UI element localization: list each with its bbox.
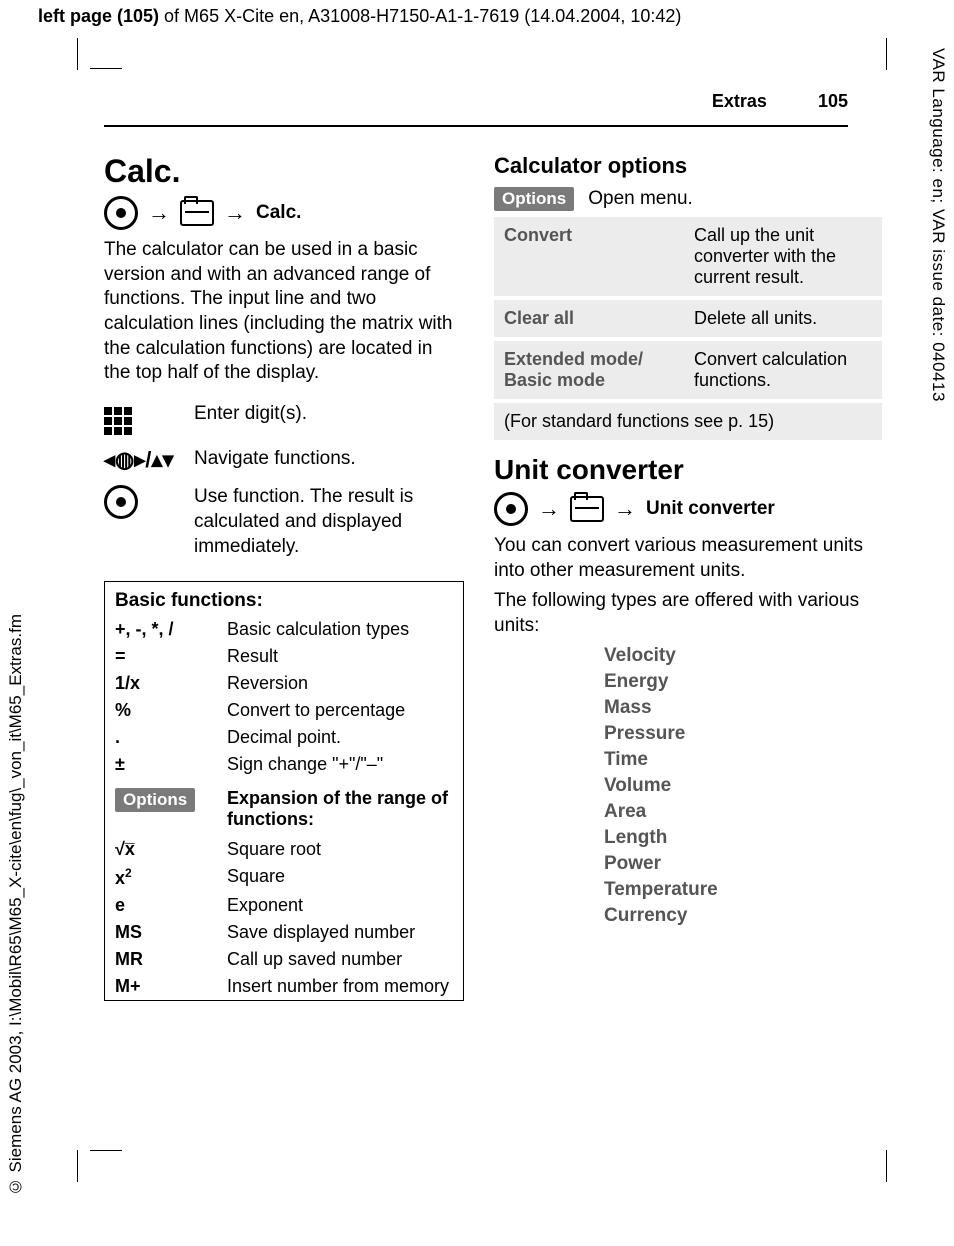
fn-key: MS (105, 919, 217, 946)
center-key-icon (494, 492, 528, 526)
unit-desc-2: The following types are offered with var… (494, 589, 882, 638)
fn-desc: Insert number from memory (217, 973, 463, 1000)
nav-path-unit: → → Unit converter (494, 492, 882, 526)
calc-description: The calculator can be used in a basic ve… (104, 238, 464, 386)
fn-desc: Square root (217, 836, 463, 863)
opt-desc: Convert calculation functions. (684, 339, 882, 399)
opt-desc: Delete all units. (684, 298, 882, 339)
opt-desc: Call up the unit converter with the curr… (684, 217, 882, 298)
fn-key: ± (105, 751, 217, 778)
fn-desc: Basic calculation types (217, 616, 463, 643)
options-desc: Expansion of the range of functions: (217, 778, 463, 836)
fn-key: % (105, 697, 217, 724)
unit-desc-1: You can convert various measurement unit… (494, 534, 882, 583)
nav-label: Calc. (256, 202, 301, 224)
options-pill-cell: Options (105, 778, 217, 836)
options-open-desc: Open menu. (588, 188, 693, 210)
crop-mark (90, 68, 122, 69)
fn-key: +, -, *, / (105, 616, 217, 643)
step-text: Enter digit(s). (194, 396, 464, 441)
step-text: Use function. The result is calculated a… (194, 479, 464, 565)
fn-key: M+ (105, 973, 217, 1000)
basic-functions-box: Basic functions: +, -, *, /Basic calcula… (104, 581, 464, 1001)
folder-icon (570, 496, 604, 522)
fn-desc: Square (217, 863, 463, 892)
center-key-icon (104, 485, 138, 519)
unit-type: Power (604, 853, 882, 875)
unit-type: Mass (604, 697, 882, 719)
center-key-icon (104, 196, 138, 230)
arrow-icon: → (538, 496, 560, 522)
running-head: Extras 105 (712, 91, 848, 112)
unit-type-list: Velocity Energy Mass Pressure Time Volum… (604, 645, 882, 927)
fn-desc: Exponent (217, 892, 463, 919)
dpad-icon: ◂◍▸/▴▾ (104, 447, 173, 473)
options-softkey: Options (115, 788, 195, 812)
left-column: Calc. → → Calc. The calculator can be us… (104, 153, 464, 1001)
fn-key: . (105, 724, 217, 751)
side-text-right: VAR Language: en; VAR issue date: 040413 (928, 48, 948, 402)
options-open-row: Options Open menu. (494, 187, 882, 211)
fn-desc: Convert to percentage (217, 697, 463, 724)
header-rest: of M65 X-Cite en, A31008-H7150-A1-1-7619… (159, 6, 681, 26)
unit-type: Time (604, 749, 882, 771)
unit-type: Velocity (604, 645, 882, 667)
heading-unit-converter: Unit converter (494, 454, 882, 486)
crop-mark (886, 38, 887, 70)
right-column: Calculator options Options Open menu. Co… (494, 153, 882, 1001)
fn-desc: Call up saved number (217, 946, 463, 973)
opt-key: Convert (494, 217, 684, 298)
folder-icon (180, 200, 214, 226)
arrow-icon: → (224, 200, 246, 226)
crop-mark (77, 38, 78, 70)
fn-key: e (105, 892, 217, 919)
rule (104, 125, 848, 127)
box-title: Basic functions: (105, 582, 463, 616)
heading-calc: Calc. (104, 153, 464, 190)
crop-mark (77, 1150, 78, 1182)
standard-functions-note: (For standard functions see p. 15) (494, 403, 882, 440)
unit-type: Temperature (604, 879, 882, 901)
fn-desc: Save displayed number (217, 919, 463, 946)
fn-key: x2 (105, 863, 217, 892)
unit-type: Volume (604, 775, 882, 797)
unit-type: Currency (604, 905, 882, 927)
fn-desc: Sign change "+"/"–" (217, 751, 463, 778)
page: left page (105) of M65 X-Cite en, A31008… (0, 0, 954, 1246)
nav-path-calc: → → Calc. (104, 196, 464, 230)
arrow-icon: → (614, 496, 636, 522)
unit-type: Pressure (604, 723, 882, 745)
step-text: Navigate functions. (194, 441, 464, 479)
fn-desc: Decimal point. (217, 724, 463, 751)
unit-type: Length (604, 827, 882, 849)
side-text-left: © Siemens AG 2003, I:\Mobil\R65\M65_X-ci… (6, 614, 26, 1196)
fn-key: 1/x (105, 670, 217, 697)
fn-key: √x̅ (105, 836, 217, 863)
unit-type: Energy (604, 671, 882, 693)
page-number: 105 (818, 91, 848, 111)
nav-label: Unit converter (646, 498, 775, 520)
fn-key: = (105, 643, 217, 670)
steps-list: Enter digit(s). ◂◍▸/▴▾ Navigate function… (104, 396, 464, 565)
fn-desc: Reversion (217, 670, 463, 697)
opt-key: Clear all (494, 298, 684, 339)
heading-calc-options: Calculator options (494, 153, 882, 179)
fn-key: MR (105, 946, 217, 973)
header-prefix: left page (105) (38, 6, 159, 26)
options-softkey: Options (494, 187, 574, 211)
fn-desc: Result (217, 643, 463, 670)
crop-mark (886, 1150, 887, 1182)
functions-table: +, -, *, /Basic calculation types =Resul… (105, 616, 463, 1000)
section-label: Extras (712, 91, 767, 111)
keypad-icon (104, 407, 134, 435)
unit-type: Area (604, 801, 882, 823)
opt-key: Extended mode/ Basic mode (494, 339, 684, 399)
arrow-icon: → (148, 200, 170, 226)
options-table: ConvertCall up the unit converter with t… (494, 217, 882, 399)
crop-mark (90, 1150, 122, 1151)
page-header: left page (105) of M65 X-Cite en, A31008… (38, 6, 681, 27)
